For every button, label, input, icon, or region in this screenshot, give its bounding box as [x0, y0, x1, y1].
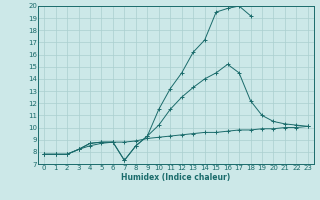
X-axis label: Humidex (Indice chaleur): Humidex (Indice chaleur) — [121, 173, 231, 182]
